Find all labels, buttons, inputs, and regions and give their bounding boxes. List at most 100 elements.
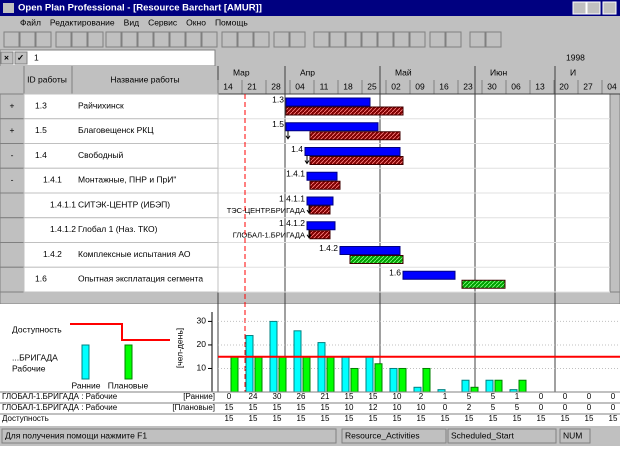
menu-item[interactable]: Сервис bbox=[148, 17, 178, 27]
ok-button[interactable] bbox=[14, 51, 28, 65]
resource-kind: [Плановые] bbox=[172, 403, 215, 412]
expand-toggle[interactable]: - bbox=[11, 150, 14, 160]
resource-value: 15 bbox=[417, 414, 426, 423]
close-button[interactable] bbox=[602, 1, 617, 15]
menu-item[interactable]: Окно bbox=[186, 17, 206, 27]
v-scrollbar[interactable] bbox=[609, 93, 620, 293]
planned-bar bbox=[518, 379, 527, 393]
toolbar-button[interactable] bbox=[137, 31, 154, 48]
resource-bar bbox=[309, 156, 404, 165]
minimize-button[interactable] bbox=[572, 1, 587, 15]
resource-value: 15 bbox=[513, 414, 522, 423]
toolbar-button[interactable] bbox=[105, 31, 122, 48]
planned-bar bbox=[230, 356, 239, 393]
status-panel bbox=[559, 428, 591, 444]
cancel-button[interactable] bbox=[0, 51, 14, 65]
resource-value: 10 bbox=[393, 392, 402, 401]
day-label: 13 bbox=[535, 81, 545, 91]
toolbar-button[interactable] bbox=[87, 31, 104, 48]
toolbar-button[interactable] bbox=[429, 31, 446, 48]
status-panel bbox=[447, 428, 557, 444]
planned-bar bbox=[350, 367, 359, 393]
legend-early-swatch bbox=[81, 344, 90, 380]
resource-value: 10 bbox=[417, 403, 426, 412]
resource-value: 15 bbox=[393, 414, 402, 423]
schedule-bar bbox=[306, 171, 338, 181]
status-text: Scheduled_Start bbox=[451, 430, 514, 440]
toolbar-button[interactable] bbox=[409, 31, 426, 48]
toolbar-button[interactable] bbox=[445, 31, 462, 48]
toolbar-button[interactable] bbox=[19, 31, 36, 48]
resource-value: 1 bbox=[515, 392, 520, 401]
resource-value: 15 bbox=[321, 403, 330, 412]
toolbar-button[interactable] bbox=[393, 31, 410, 48]
resource-value: 5 bbox=[467, 392, 472, 401]
toolbar-button[interactable] bbox=[361, 31, 378, 48]
toolbar-button[interactable] bbox=[3, 31, 20, 48]
y-tick-label: 10 bbox=[197, 363, 207, 373]
resource-kind: [Ранние] bbox=[183, 392, 215, 401]
toolbar-button[interactable] bbox=[221, 31, 238, 48]
maximize-button[interactable] bbox=[586, 1, 601, 15]
resource-value: 0 bbox=[563, 392, 568, 401]
edit-field[interactable] bbox=[0, 49, 216, 67]
menu-item[interactable]: Файл bbox=[20, 17, 41, 27]
toolbar-button[interactable] bbox=[153, 31, 170, 48]
resource-value: 15 bbox=[537, 414, 546, 423]
column-header: Название работы bbox=[110, 74, 179, 84]
row-button-cell bbox=[0, 118, 25, 144]
toolbar-button[interactable] bbox=[71, 31, 88, 48]
toolbar-button[interactable] bbox=[377, 31, 394, 48]
row-bg bbox=[23, 266, 219, 293]
resource-bar bbox=[309, 205, 331, 215]
row-button-cell bbox=[0, 143, 25, 169]
task-name: Свободный bbox=[78, 150, 123, 160]
task-id: 1.4.1 bbox=[43, 175, 62, 185]
resource-value: 15 bbox=[609, 414, 618, 423]
link-arrow bbox=[306, 229, 312, 239]
toolbar-button[interactable] bbox=[169, 31, 186, 48]
day-label: 25 bbox=[367, 81, 377, 91]
toolbar-button[interactable] bbox=[313, 31, 330, 48]
toolbar-button[interactable] bbox=[201, 31, 218, 48]
menu-item[interactable]: Редактирование bbox=[50, 17, 115, 27]
toolbar-button[interactable] bbox=[345, 31, 362, 48]
expand-toggle[interactable]: + bbox=[10, 100, 15, 110]
column-header: ID работы bbox=[27, 74, 67, 84]
toolbar-button[interactable] bbox=[185, 31, 202, 48]
planned-bar bbox=[374, 363, 383, 393]
task-id: 1.4.1.2 bbox=[50, 224, 76, 234]
y-tick-label: 30 bbox=[197, 316, 207, 326]
planned-bar bbox=[278, 356, 287, 393]
menu-item[interactable]: Вид bbox=[124, 17, 139, 27]
scrollbar[interactable] bbox=[0, 291, 620, 305]
resource-value: 21 bbox=[321, 392, 330, 401]
resource-value: 1 bbox=[443, 392, 448, 401]
toolbar-button[interactable] bbox=[329, 31, 346, 48]
timeline-year: 1998 bbox=[566, 52, 585, 62]
toolbar-button[interactable] bbox=[121, 31, 138, 48]
day-label: 04 bbox=[607, 81, 617, 91]
menu-item[interactable]: Помощь bbox=[215, 17, 248, 27]
toolbar-button[interactable] bbox=[485, 31, 502, 48]
resource-value: 15 bbox=[369, 414, 378, 423]
toolbar-button[interactable] bbox=[35, 31, 52, 48]
expand-toggle[interactable]: + bbox=[10, 125, 15, 135]
toolbar-button[interactable] bbox=[55, 31, 72, 48]
expand-toggle[interactable]: - bbox=[11, 175, 14, 185]
toolbar-button[interactable] bbox=[289, 31, 306, 48]
bar-label: 1.4 bbox=[291, 144, 303, 154]
task-name: СИТЭК-ЦЕНТР (ИБЭП) bbox=[78, 199, 170, 209]
early-bar bbox=[389, 367, 398, 393]
day-label: 09 bbox=[415, 81, 425, 91]
day-label: 21 bbox=[247, 81, 257, 91]
early-bar bbox=[341, 356, 350, 393]
toolbar-button[interactable] bbox=[253, 31, 270, 48]
resource-value: 15 bbox=[321, 414, 330, 423]
toolbar-button[interactable] bbox=[237, 31, 254, 48]
schedule-bar bbox=[402, 270, 456, 280]
toolbar-button[interactable] bbox=[469, 31, 486, 48]
toolbar-button[interactable] bbox=[273, 31, 290, 48]
resource-name: Доступность bbox=[2, 414, 49, 423]
